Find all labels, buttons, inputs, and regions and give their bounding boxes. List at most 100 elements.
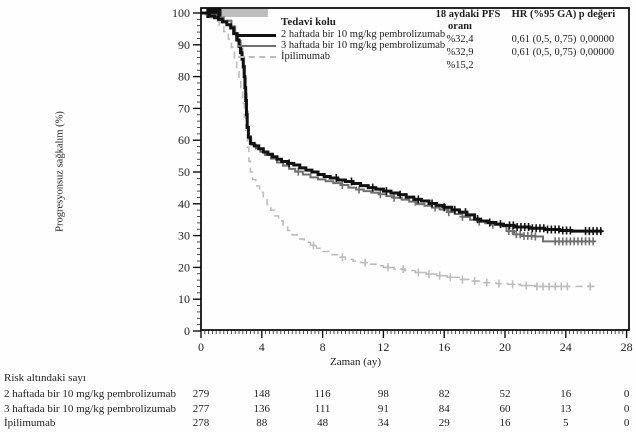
censor-mark xyxy=(310,241,317,250)
censor-mark xyxy=(436,271,443,280)
y-tick-label: 60 xyxy=(178,133,190,147)
censor-mark xyxy=(333,174,340,183)
legend-item-q2w: 2 haftada bir 10 mg/kg pembrolizumab xyxy=(238,29,448,40)
censor-mark xyxy=(555,225,562,234)
censor-mark xyxy=(286,159,293,168)
censor-mark xyxy=(523,281,530,290)
stats-header-pfs: 18 aydaki PFS xyxy=(435,9,501,20)
risk-count-cell: 48 xyxy=(317,417,329,429)
risk-row-label: 2 haftada bir 10 mg/kg pembrolizumab xyxy=(4,388,176,400)
censor-mark xyxy=(339,253,346,262)
x-tick-label: 12 xyxy=(377,340,389,354)
censor-mark xyxy=(451,205,458,214)
risk-count-cell: 16 xyxy=(499,417,511,429)
x-axis-title: Zaman (ay) xyxy=(330,356,381,368)
q2w-line-sample-icon xyxy=(238,34,276,37)
censor-mark xyxy=(564,282,571,291)
x-tick-label: 28 xyxy=(621,340,633,354)
survival-curve xyxy=(201,11,603,233)
censor-mark xyxy=(362,258,369,267)
x-tick-label: 24 xyxy=(560,340,572,354)
censor-mark xyxy=(474,215,481,224)
stats-header-pfs-line2: oranı xyxy=(448,21,472,32)
censor-mark xyxy=(517,230,524,239)
risk-count-cell: 278 xyxy=(192,417,210,429)
y-tick-label: 10 xyxy=(178,292,190,306)
censor-mark xyxy=(533,282,540,291)
censor-cluster-block xyxy=(221,9,268,17)
risk-count-cell: 111 xyxy=(314,403,331,415)
risk-count-cell: 0 xyxy=(623,388,630,400)
censor-mark xyxy=(369,183,376,192)
censor-mark xyxy=(377,190,384,199)
censor-mark xyxy=(597,227,604,236)
censor-mark xyxy=(532,232,539,241)
legend-item-label: 2 haftada bir 10 mg/kg pembrolizumab xyxy=(281,29,446,40)
risk-row-label: İpilimumab xyxy=(4,417,56,429)
censor-mark xyxy=(483,278,490,287)
risk-count-cell: 0 xyxy=(623,417,630,429)
censor-mark xyxy=(462,208,469,217)
x-tick-label: 4 xyxy=(259,340,265,354)
stats-table: 18 aydaki PFS oranı HR (%95 GA) p değeri… xyxy=(425,9,630,71)
y-axis-title: Progresyonsuz sağkalım (%) xyxy=(54,111,66,232)
legend-item-label: 3 haftada bir 10 mg/kg pembrolizumab xyxy=(281,40,446,51)
risk-count-cell: 91 xyxy=(377,403,389,415)
y-tick-label: 90 xyxy=(178,38,190,52)
censor-mark xyxy=(459,275,466,284)
censor-cluster-block xyxy=(206,8,222,18)
censor-mark xyxy=(400,264,407,273)
censor-mark xyxy=(486,218,493,227)
risk-row-label: 3 haftada bir 10 mg/kg pembrolizumab xyxy=(4,403,176,415)
censor-mark xyxy=(441,203,448,212)
stats-p-q2w: 0,00000 xyxy=(579,34,615,45)
risk-count-cell: 0 xyxy=(623,403,630,415)
censor-mark xyxy=(510,221,517,230)
stats-pfs-q3w: %32,9 xyxy=(446,47,474,58)
censor-mark xyxy=(471,277,478,286)
risk-count-cell: 148 xyxy=(253,388,271,400)
stats-hr-q2w: 0,61 (0,5, 0,75) xyxy=(511,34,577,45)
censor-mark xyxy=(459,212,466,221)
censor-mark xyxy=(552,282,559,291)
risk-count-cell: 13 xyxy=(560,403,572,415)
risk-count-cell: 88 xyxy=(256,417,268,429)
censor-mark xyxy=(447,273,454,282)
y-tick-label: 20 xyxy=(178,260,190,274)
stats-hr-q3w: 0,61 (0,5, 0,75) xyxy=(511,47,577,58)
risk-count-cell: 52 xyxy=(499,388,511,400)
censor-mark xyxy=(590,237,597,246)
risk-count-cell: 98 xyxy=(377,388,389,400)
risk-count-cell: 34 xyxy=(377,417,389,429)
y-tick-label: 70 xyxy=(178,101,190,115)
censor-mark xyxy=(295,167,302,176)
y-tick-label: 30 xyxy=(178,229,190,243)
censor-mark xyxy=(397,190,404,199)
risk-count-cell: 84 xyxy=(438,403,450,415)
x-tick-label: 16 xyxy=(438,340,450,354)
censor-mark xyxy=(415,268,422,277)
risk-count-cell: 279 xyxy=(192,388,210,400)
legend-item-label: İpilimumab xyxy=(281,51,330,62)
stats-p-q3w: 0,00000 xyxy=(579,47,615,58)
risk-count-cell: 116 xyxy=(314,388,331,400)
legend-item-q3w: 3 haftada bir 10 mg/kg pembrolizumab xyxy=(238,40,448,51)
survival-curve xyxy=(201,12,600,288)
censor-mark xyxy=(391,193,398,202)
censor-mark xyxy=(415,195,422,204)
risk-count-cell: 5 xyxy=(563,417,569,429)
q3w-line-sample-icon xyxy=(238,45,276,47)
censor-mark xyxy=(356,185,363,194)
ipilimumab-line-sample-icon xyxy=(238,56,276,58)
risk-count-cell: 29 xyxy=(438,417,450,429)
stats-header-p: p değeri xyxy=(578,9,616,20)
plot-frame xyxy=(200,7,630,331)
censor-mark xyxy=(509,280,516,289)
y-tick-label: 50 xyxy=(178,165,190,179)
stats-pfs-ipi: %15,2 xyxy=(446,60,474,71)
censor-mark xyxy=(495,279,502,288)
risk-count-cell: 16 xyxy=(560,388,572,400)
y-tick-label: 100 xyxy=(172,6,190,20)
legend-item-ipi: İpilimumab xyxy=(238,51,448,62)
